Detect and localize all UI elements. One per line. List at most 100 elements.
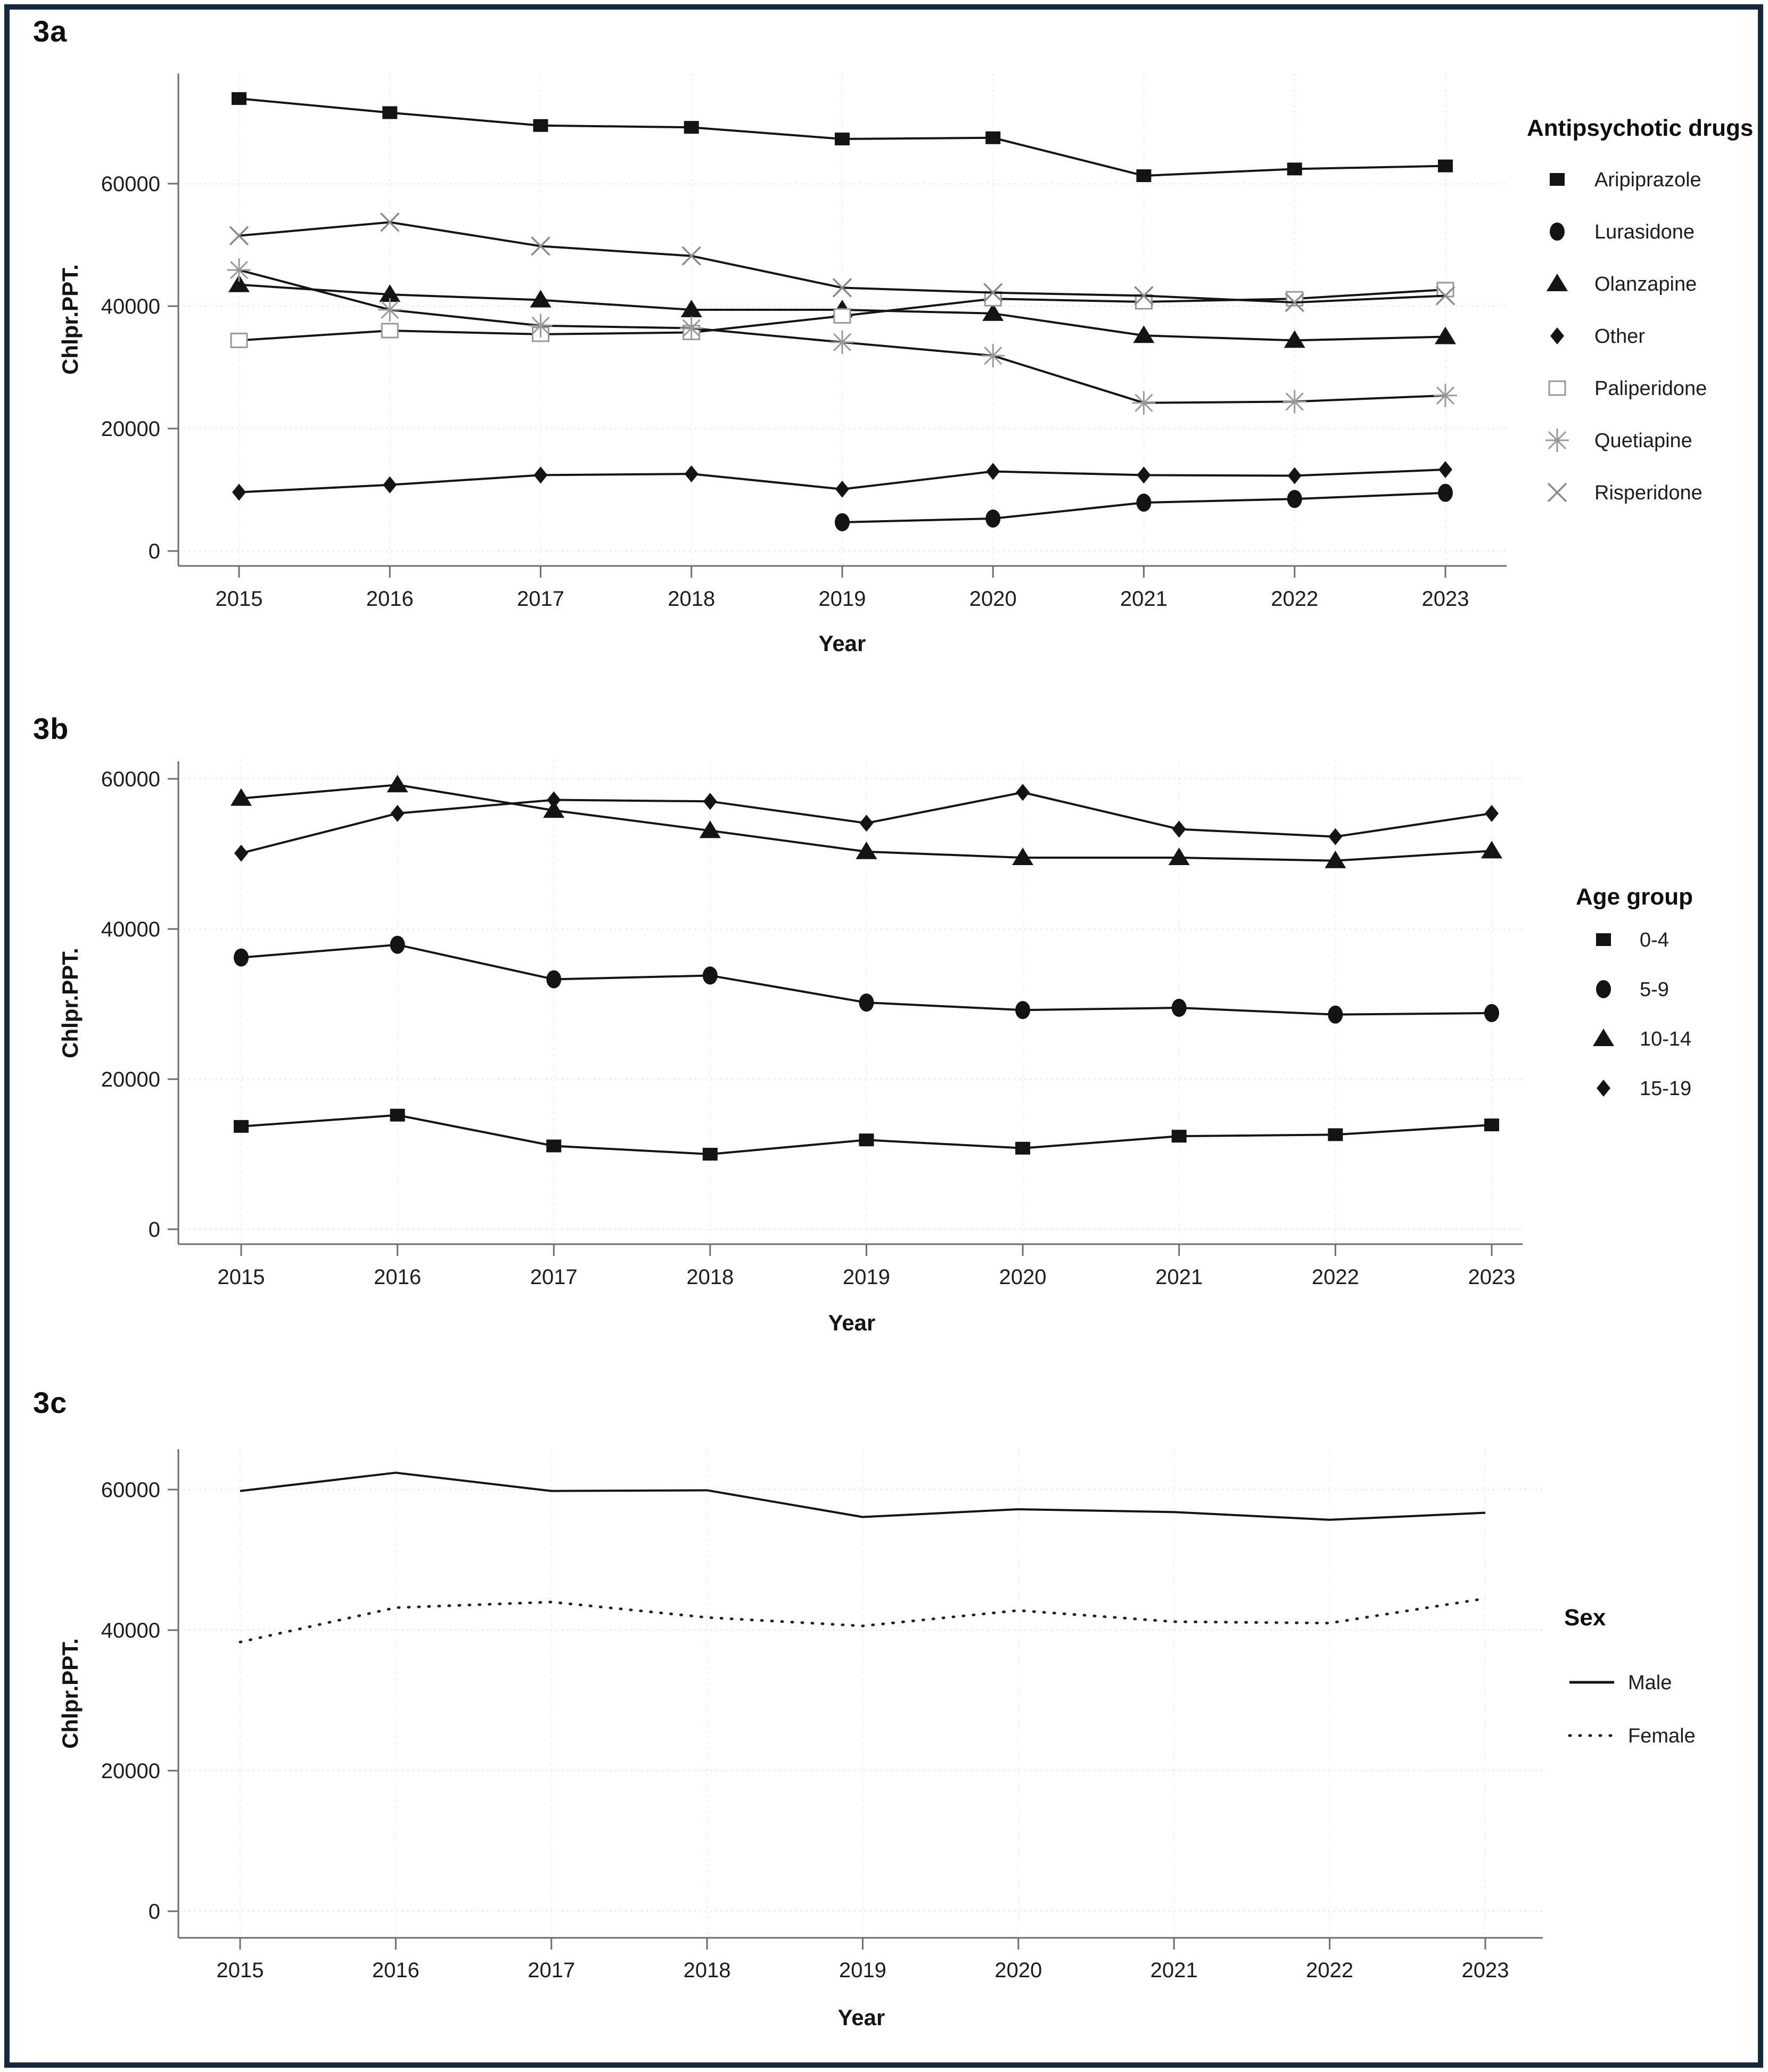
series-15-19	[234, 784, 1499, 862]
legend-3a: Aripiprazole Lurasidone Olanzapine Other Pal…	[1545, 169, 1707, 504]
marker-filled-diamond	[234, 844, 248, 862]
svg-text:0: 0	[149, 1900, 160, 1923]
marker-x-cross	[1285, 292, 1304, 313]
x-axis-title-3b: Year	[828, 1310, 876, 1335]
marker-filled-diamond	[1137, 466, 1151, 484]
marker-filled-diamond	[1328, 828, 1343, 845]
marker-filled-triangle	[680, 299, 702, 317]
marker-x-cross	[832, 278, 852, 298]
svg-text:2021: 2021	[1120, 587, 1167, 611]
marker-filled-triangle	[231, 788, 252, 806]
svg-text:2019: 2019	[839, 1959, 886, 1982]
marker-filled-circle	[1596, 980, 1611, 998]
series-risperidone	[229, 212, 1455, 313]
svg-text:2018: 2018	[684, 1959, 731, 1982]
marker-filled-square	[546, 1139, 562, 1153]
marker-filled-circle	[1171, 999, 1187, 1017]
legend-item-label: Other	[1594, 325, 1645, 348]
marker-filled-circle	[985, 509, 1001, 528]
marker-filled-square	[835, 133, 850, 146]
series-lurasidone	[835, 483, 1453, 531]
marker-filled-square	[859, 1133, 874, 1147]
svg-text:2019: 2019	[819, 587, 866, 611]
marker-open-square	[833, 308, 851, 324]
marker-filled-diamond	[1485, 804, 1499, 822]
svg-text:2023: 2023	[1422, 587, 1469, 611]
axes: 0 20000 40000 60000 2015 2016 2017 2018 2019 2020…	[101, 761, 1523, 1289]
series-quetiapine	[227, 258, 1457, 415]
series-other	[232, 461, 1452, 501]
series-female	[239, 1597, 1487, 1643]
svg-text:2016: 2016	[372, 1959, 420, 1982]
legend-item-label: Male	[1628, 1672, 1672, 1694]
marker-filled-circle	[1287, 490, 1302, 508]
marker-filled-triangle	[1284, 330, 1305, 348]
svg-text:2022: 2022	[1306, 1959, 1353, 1982]
legend-3c: Male Female	[1568, 1672, 1696, 1747]
series-0-4	[234, 1108, 1499, 1161]
marker-filled-diamond	[835, 480, 849, 498]
svg-text:2018: 2018	[686, 1265, 734, 1289]
marker-filled-circle	[546, 970, 562, 989]
panel-label-3c: 3c	[33, 1386, 68, 1419]
marker-asterisk	[1132, 391, 1156, 415]
marker-asterisk	[378, 298, 402, 322]
chart-3c: 0 20000 40000 60000 2015 2016 2017 2018 2019 2020…	[101, 1449, 1696, 1982]
legend-item-label: Paliperidone	[1594, 377, 1707, 400]
legend-title-antipsychotic-drugs: Antipsychotic drugs	[1527, 115, 1754, 141]
svg-text:2020: 2020	[969, 587, 1017, 611]
svg-text:2020: 2020	[994, 1959, 1042, 1982]
series-5-9	[234, 935, 1499, 1024]
series-aripiprazole	[232, 92, 1453, 183]
marker-filled-triangle	[543, 800, 565, 818]
legend-title-age-group: Age group	[1576, 884, 1693, 910]
legend-item-label: Risperidone	[1594, 482, 1703, 504]
marker-filled-triangle	[982, 303, 1004, 321]
marker-x-cross	[681, 246, 701, 266]
marker-filled-diamond	[383, 476, 397, 494]
marker-x-cross	[229, 226, 249, 245]
svg-text:2015: 2015	[218, 1265, 265, 1289]
marker-filled-diamond	[684, 465, 698, 483]
marker-filled-square	[684, 121, 699, 134]
svg-text:60000: 60000	[101, 1478, 160, 1502]
marker-filled-triangle	[1481, 841, 1502, 859]
marker-open-square	[381, 323, 399, 339]
marker-filled-square	[1550, 173, 1565, 186]
marker-asterisk	[981, 344, 1005, 368]
marker-x-cross	[1435, 286, 1455, 306]
svg-text:60000: 60000	[101, 768, 160, 791]
axes: 0 20000 40000 60000 2015 2016 2017 2018 2019 2020…	[101, 1449, 1543, 1982]
marker-filled-triangle	[1133, 325, 1155, 343]
svg-text:2020: 2020	[999, 1265, 1047, 1289]
marker-filled-triangle	[1547, 274, 1568, 291]
svg-text:2016: 2016	[374, 1265, 421, 1289]
svg-text:40000: 40000	[101, 295, 160, 318]
svg-text:20000: 20000	[101, 1759, 160, 1783]
legend-item-label: Female	[1628, 1725, 1696, 1747]
marker-filled-diamond	[859, 815, 874, 832]
marker-filled-triangle	[1012, 848, 1034, 866]
marker-filled-triangle	[228, 274, 250, 292]
marker-filled-square	[1328, 1128, 1343, 1141]
marker-asterisk	[227, 258, 251, 282]
svg-text:40000: 40000	[101, 1619, 160, 1642]
marker-open-square	[230, 332, 248, 348]
marker-filled-square	[382, 106, 398, 119]
legend-item-label: 0-4	[1640, 929, 1669, 951]
marker-asterisk	[1545, 429, 1569, 452]
marker-filled-diamond	[986, 463, 1000, 480]
legend-3b: 0-4 5-9 10-14 15-19	[1593, 929, 1691, 1100]
panel-label-3a: 3a	[33, 14, 68, 48]
chart-3a: 0 20000 40000 60000 2015 2016 2017 2018 2019 2020…	[101, 73, 1707, 611]
svg-text:2018: 2018	[668, 587, 715, 611]
legend-item-label: Lurasidone	[1594, 221, 1695, 243]
svg-text:2023: 2023	[1468, 1265, 1516, 1289]
y-axis-title-3a: Chlpr.PPT.	[57, 264, 83, 375]
svg-text:2017: 2017	[530, 1265, 578, 1289]
marker-filled-diamond	[1550, 327, 1564, 344]
marker-filled-circle	[1015, 1001, 1031, 1019]
svg-text:2016: 2016	[366, 587, 414, 611]
marker-filled-square	[1171, 1130, 1187, 1143]
